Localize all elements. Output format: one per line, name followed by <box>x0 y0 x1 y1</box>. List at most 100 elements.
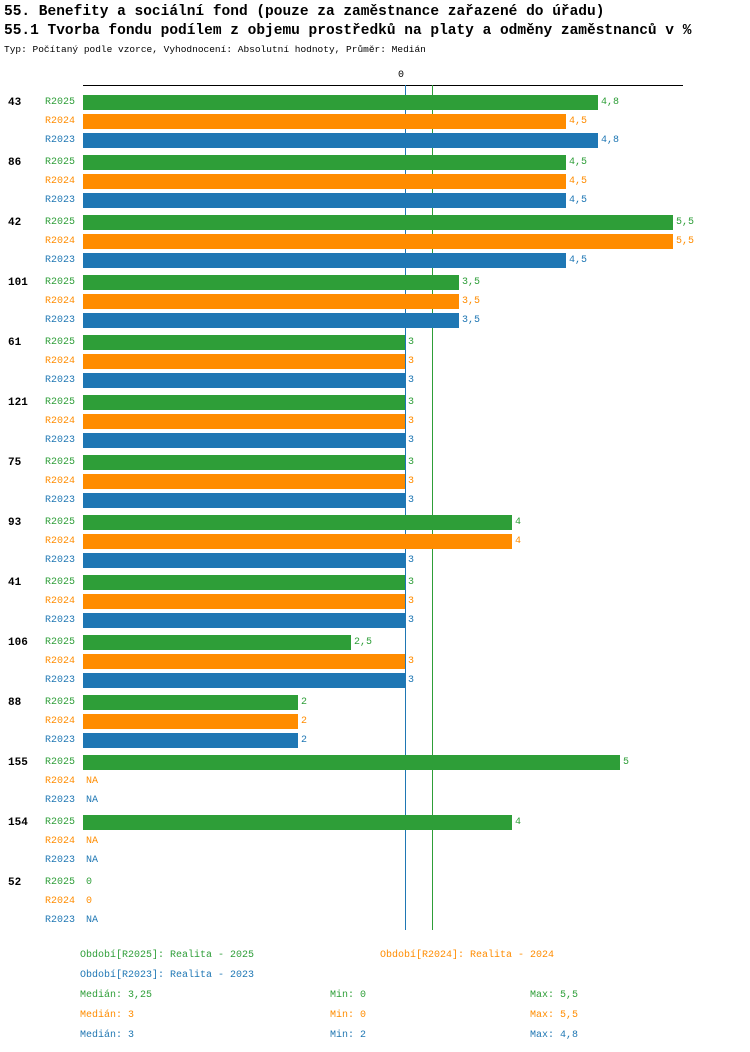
series-label: R2025 <box>45 457 76 468</box>
series-label: R2025 <box>45 817 76 828</box>
bar-row: R2024 0 <box>45 894 92 909</box>
legend-series-r2024: Období[R2024]: Realita - 2024 <box>380 950 555 961</box>
bar-row: R2023 NA <box>45 913 98 928</box>
bar-row: R2025 4,8 <box>45 95 619 110</box>
value-label: 3,5 <box>462 315 481 326</box>
bar-r2023 <box>83 553 405 568</box>
value-label: 3 <box>408 596 415 607</box>
bar-r2023 <box>83 133 598 148</box>
bar-r2025 <box>83 275 459 290</box>
bar-row: R2025 2 <box>45 695 307 710</box>
bar-row: R2023 NA <box>45 793 98 808</box>
series-label: R2025 <box>45 337 76 348</box>
series-label: R2025 <box>45 277 76 288</box>
bar-r2024 <box>83 594 405 609</box>
series-label: R2024 <box>45 896 76 907</box>
bar-r2025 <box>83 695 298 710</box>
value-label: 5,5 <box>676 217 695 228</box>
bar-r2025 <box>83 515 512 530</box>
bar-row: R2024 NA <box>45 774 98 789</box>
series-label: R2023 <box>45 915 76 926</box>
value-label: 0 <box>86 896 93 907</box>
indicator-title: 55.1 Tvorba fondu podílem z objemu prost… <box>4 23 692 39</box>
series-label: R2023 <box>45 735 76 746</box>
value-label: 4,5 <box>569 195 588 206</box>
bar-r2024 <box>83 654 405 669</box>
bar-r2023 <box>83 313 459 328</box>
group-label: 93 <box>8 517 22 529</box>
series-label: R2023 <box>45 255 76 266</box>
legend-min-r2025: Min: 0 <box>330 990 367 1001</box>
bar-r2024 <box>83 414 405 429</box>
series-label: R2023 <box>45 195 76 206</box>
bar-row: R2024 4,5 <box>45 114 587 129</box>
axis-tick-label: 0 <box>398 70 405 81</box>
group-label: 52 <box>8 877 22 889</box>
value-label: 3 <box>408 435 415 446</box>
legend-series-r2025: Období[R2025]: Realita - 2025 <box>80 950 255 961</box>
bar-r2023 <box>83 193 566 208</box>
series-label: R2025 <box>45 157 76 168</box>
group-label: 155 <box>8 757 28 769</box>
bar-r2023 <box>83 733 298 748</box>
bar-chart: 0 43 R2025 4,8 R2024 4,5 R2023 4,8 86 R2025 4,5 R2… <box>0 70 750 930</box>
value-label: 3,5 <box>462 277 481 288</box>
value-label: 4,5 <box>569 176 588 187</box>
bar-row: R2024 4,5 <box>45 174 587 189</box>
value-label: 4 <box>515 517 522 528</box>
bar-r2025 <box>83 335 405 350</box>
group-label: 42 <box>8 217 22 229</box>
bar-row: R2024 3 <box>45 654 414 669</box>
value-label: 4,5 <box>569 157 588 168</box>
bar-row: R2025 4 <box>45 815 521 830</box>
series-label: R2025 <box>45 877 76 888</box>
series-label: R2025 <box>45 517 76 528</box>
axis-line <box>83 85 683 86</box>
bar-row: R2025 3 <box>45 575 414 590</box>
bar-r2025 <box>83 455 405 470</box>
bar-r2024 <box>83 114 566 129</box>
bar-row: R2025 4,5 <box>45 155 587 170</box>
value-label: 3 <box>408 577 415 588</box>
series-label: R2023 <box>45 315 76 326</box>
bar-row: R2023 3 <box>45 613 414 628</box>
value-label: 4,5 <box>569 116 588 127</box>
bar-row: R2024 3 <box>45 594 414 609</box>
bar-row: R2024 NA <box>45 834 98 849</box>
bar-r2025 <box>83 215 673 230</box>
bar-row: R2024 3 <box>45 474 414 489</box>
bar-row: R2023 3,5 <box>45 313 480 328</box>
bar-r2023 <box>83 673 405 688</box>
bar-row: R2025 2,5 <box>45 635 372 650</box>
bar-row: R2023 NA <box>45 853 98 868</box>
series-label: R2024 <box>45 716 76 727</box>
median-line-r2023 <box>405 85 406 930</box>
bar-row: R2023 4,5 <box>45 193 587 208</box>
bar-r2024 <box>83 294 459 309</box>
value-label: 0 <box>86 877 93 888</box>
bar-r2024 <box>83 234 673 249</box>
legend: Období[R2025]: Realita - 2025 Období[R20… <box>0 948 750 1048</box>
series-label: R2023 <box>45 795 76 806</box>
bar-row: R2024 3 <box>45 414 414 429</box>
bar-r2025 <box>83 575 405 590</box>
bar-row: R2025 3 <box>45 395 414 410</box>
group-label: 75 <box>8 457 22 469</box>
legend-series-r2023: Období[R2023]: Realita - 2023 <box>80 970 255 981</box>
series-label: R2024 <box>45 176 76 187</box>
bar-r2024 <box>83 474 405 489</box>
bar-r2024 <box>83 174 566 189</box>
series-label: R2025 <box>45 577 76 588</box>
bar-r2025 <box>83 395 405 410</box>
value-label: 3 <box>408 356 415 367</box>
bar-row: R2025 3,5 <box>45 275 480 290</box>
value-label: 3 <box>408 397 415 408</box>
legend-max-r2024: Max: 5,5 <box>530 1010 579 1021</box>
series-label: R2024 <box>45 236 76 247</box>
bar-r2023 <box>83 613 405 628</box>
value-label: 3 <box>408 375 415 386</box>
value-label: 3 <box>408 555 415 566</box>
legend-min-r2024: Min: 0 <box>330 1010 367 1021</box>
group-label: 106 <box>8 637 28 649</box>
value-label: 2,5 <box>354 637 373 648</box>
